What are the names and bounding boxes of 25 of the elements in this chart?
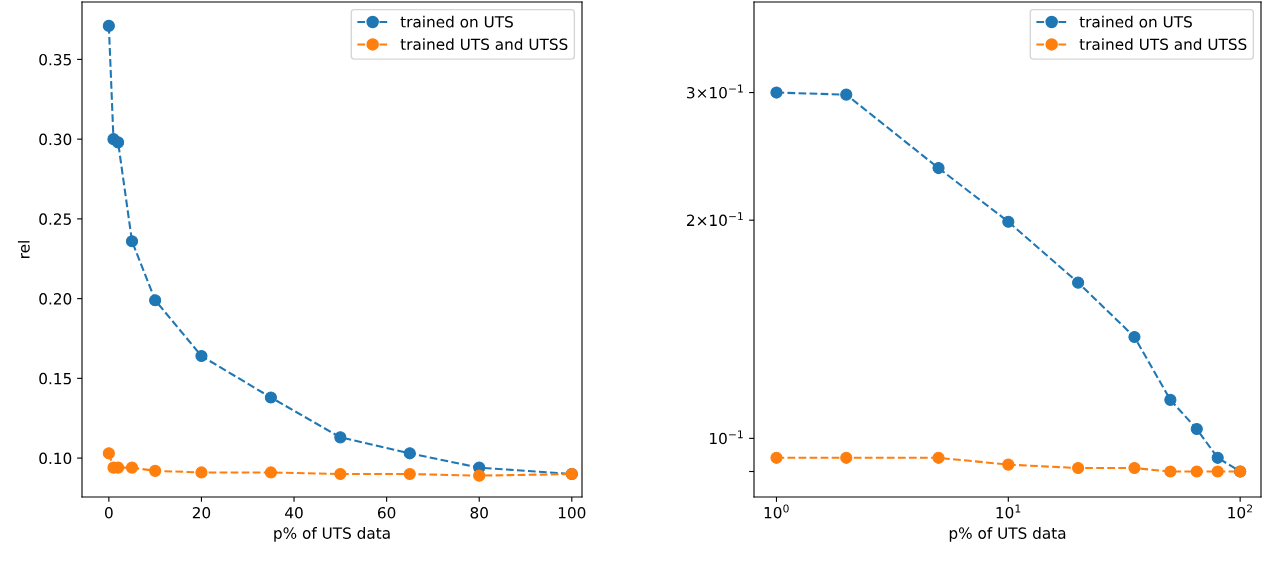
x-axis-title: p% of UTS data <box>949 527 1066 542</box>
x-tick-label: 10$^{0}$ <box>764 504 789 519</box>
y-tick-label: 0.35 <box>39 53 71 66</box>
y-tick-label: 0.10 <box>39 452 72 465</box>
x-tick-label: 40 <box>285 506 303 519</box>
y-tick-label: 10$^{−1}$ <box>710 430 743 445</box>
legend-label: trained UTS and UTSS <box>400 38 568 50</box>
y-tick-label: 0.30 <box>39 133 72 146</box>
x-tick-label: 0 <box>105 506 113 519</box>
x-tick-label: 100 <box>558 506 586 519</box>
legend-label: trained UTS and UTSS <box>1079 38 1247 50</box>
y-tick-label: 0.20 <box>39 293 72 305</box>
x-axis-title: p% of UTS data <box>274 527 390 542</box>
y-tick-label: 0.15 <box>39 372 71 385</box>
x-tick-label: 10$^{2}$ <box>1228 504 1253 519</box>
legend-label: trained on UTS <box>1079 15 1192 28</box>
x-tick-label: 10$^{1}$ <box>996 504 1021 519</box>
x-tick-label: 20 <box>192 506 211 519</box>
y-tick-label: 2×10$^{−1}$ <box>687 212 743 227</box>
legend-label: trained on UTS <box>400 15 513 28</box>
x-tick-label: 60 <box>377 506 396 519</box>
y-tick-label: 0.25 <box>39 213 71 225</box>
x-tick-label: 80 <box>470 506 488 519</box>
y-tick-label: 3×10$^{−1}$ <box>687 84 743 99</box>
y-axis-title: rel <box>17 241 30 258</box>
